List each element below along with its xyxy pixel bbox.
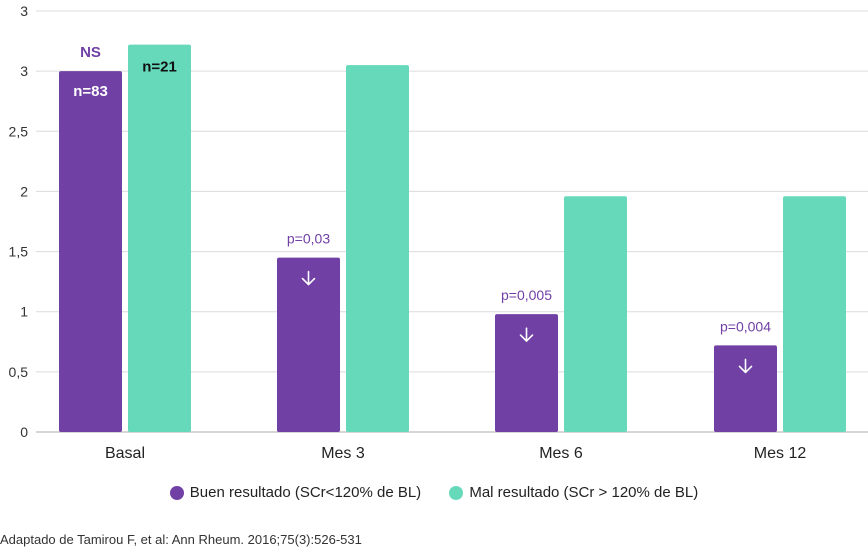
- bar-buen-mes-3: [277, 257, 340, 432]
- significance-label: NS: [80, 44, 101, 61]
- bar-mal-mes-3: [346, 65, 409, 432]
- bar-buen-basal: [59, 71, 122, 433]
- x-tick-label: Mes 3: [321, 445, 365, 462]
- y-tick-label: 2: [20, 183, 28, 199]
- significance-label: p=0,03: [287, 231, 330, 247]
- source-citation: Adaptado de Tamirou F, et al: Ann Rheum.…: [0, 532, 362, 547]
- significance-label: p=0,004: [720, 318, 771, 334]
- n-label-buen: n=83: [73, 83, 108, 100]
- y-tick-label: 2,5: [9, 123, 29, 139]
- legend-label-buen-resultado: Buen resultado (SCr<120% de BL): [189, 484, 422, 501]
- bar-mal-mes-6: [564, 196, 627, 432]
- legend: Buen resultado (SCr<120% de BL) Mal resu…: [0, 484, 868, 504]
- legend-item-buen-resultado: Buen resultado (SCr<120% de BL): [169, 484, 422, 501]
- n-label-mal: n=21: [142, 59, 177, 76]
- significance-label: p=0,005: [501, 287, 552, 303]
- legend-swatch-mal-resultado: [449, 485, 464, 500]
- y-tick-label: 0: [20, 424, 28, 440]
- bar-chart: 0 0,5 1 1,5 2 2,5 3 3 Basal NS Mes 3 p=0,03 Mes 6 p=0…: [9, 3, 868, 462]
- legend-swatch-buen-resultado: [169, 485, 184, 500]
- y-tick-label: 1,5: [9, 244, 29, 260]
- x-tick-label: Mes 6: [539, 445, 583, 462]
- legend-label-mal-resultado: Mal resultado (SCr > 120% de BL): [469, 484, 699, 501]
- x-tick-label: Basal: [105, 445, 145, 462]
- arrow-down-icon: [301, 270, 316, 286]
- bar-buen-mes-6: [495, 314, 558, 432]
- x-tick-label: Mes 12: [754, 445, 807, 462]
- bar-buen-mes-12: [714, 345, 777, 432]
- arrow-down-icon: [519, 327, 534, 342]
- bar-mal-basal: [128, 44, 191, 433]
- y-tick-label: 3: [20, 63, 28, 79]
- y-tick-label: 1: [20, 304, 28, 320]
- arrow-down-icon: [738, 358, 753, 374]
- legend-item-mal-resultado: Mal resultado (SCr > 120% de BL): [449, 484, 698, 501]
- y-tick-label: 0,5: [9, 364, 29, 380]
- y-tick-label: 3: [20, 3, 28, 19]
- bar-mal-mes-12: [783, 196, 846, 432]
